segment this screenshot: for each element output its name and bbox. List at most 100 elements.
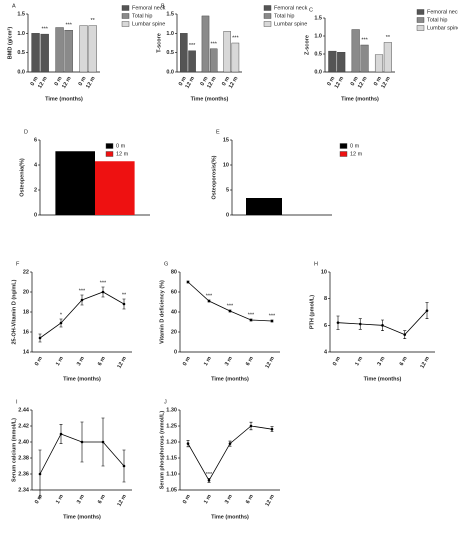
- point: [38, 472, 42, 476]
- legend-swatch: [263, 5, 272, 11]
- legend-label: Total hip: [132, 13, 153, 19]
- bar: [64, 30, 73, 73]
- x-tick-label: 6 m: [97, 494, 107, 505]
- y-tick-label: 0.5: [314, 51, 322, 57]
- y-tick-label: 1.0: [314, 33, 322, 39]
- bar: [246, 198, 282, 215]
- x-tick-label: 3 m: [76, 356, 86, 367]
- y-tick-label: 5: [226, 187, 229, 193]
- y-tick-label: 0: [226, 212, 229, 218]
- significance: **: [91, 18, 96, 24]
- significance: ***: [41, 27, 48, 33]
- y-axis-label: Osteopenia(%): [19, 158, 25, 197]
- bar: [180, 33, 188, 73]
- significance: ***: [206, 472, 213, 478]
- legend-swatch: [416, 17, 425, 23]
- point: [207, 299, 211, 303]
- y-tick-label: 10: [321, 269, 327, 275]
- x-tick-label: 0 m: [326, 76, 336, 87]
- bar: [95, 161, 135, 215]
- y-tick-label: 1.5: [166, 11, 174, 17]
- y-tick-label: 0.0: [166, 69, 174, 75]
- y-tick-label: 80: [171, 269, 177, 275]
- y-tick-label: 14: [23, 349, 30, 355]
- panel-label: F: [16, 261, 20, 267]
- legend-swatch: [105, 151, 114, 157]
- x-tick-label: 1 m: [55, 356, 65, 367]
- panel-label: C: [309, 7, 313, 13]
- bar: [55, 27, 64, 73]
- y-tick-label: 1.5: [17, 11, 25, 17]
- significance: ***: [189, 43, 196, 49]
- panel-label: H: [314, 261, 318, 267]
- x-axis-label: Time (months): [364, 376, 402, 382]
- x-tick-label: 0 m: [332, 356, 342, 367]
- y-tick-label: 1.5: [314, 15, 322, 21]
- point: [186, 280, 190, 284]
- point: [228, 309, 232, 313]
- legend-swatch: [339, 151, 348, 157]
- y-tick-label: 20: [23, 289, 29, 295]
- y-tick-label: 0: [34, 212, 37, 218]
- y-tick-label: 20: [171, 329, 177, 335]
- y-tick-label: 4: [324, 349, 328, 355]
- x-tick-label: 1 m: [203, 494, 213, 505]
- y-tick-label: 0.0: [314, 69, 322, 75]
- x-axis-label: Time (months): [211, 376, 249, 382]
- point: [101, 290, 105, 294]
- panel-label: G: [164, 261, 168, 267]
- x-tick-label: 0 m: [30, 76, 40, 87]
- point: [80, 440, 84, 444]
- x-tick-label: 12 m: [85, 76, 97, 90]
- point: [336, 321, 340, 324]
- point: [101, 440, 105, 444]
- legend-swatch: [263, 21, 272, 27]
- legend-swatch: [121, 21, 130, 27]
- y-tick-label: 10: [223, 162, 229, 168]
- x-tick-label: 0 m: [350, 76, 360, 87]
- significance: ***: [79, 288, 86, 294]
- legend-swatch: [121, 5, 130, 11]
- x-tick-label: 0 m: [221, 76, 231, 87]
- y-tick-label: 2: [34, 187, 37, 193]
- x-axis-label: Time (months): [45, 96, 83, 102]
- y-tick-label: 1.0: [17, 31, 25, 37]
- x-tick-label: 12 m: [206, 76, 218, 90]
- x-tick-label: 12 m: [117, 494, 129, 508]
- bar: [360, 44, 369, 73]
- y-tick-label: 2.42: [18, 423, 29, 429]
- x-tick-label: 1 m: [203, 356, 213, 367]
- x-tick-label: 3 m: [224, 494, 234, 505]
- x-tick-label: 12 m: [420, 356, 432, 370]
- y-tick-label: 2.44: [18, 407, 30, 413]
- point: [228, 442, 232, 445]
- bar: [188, 50, 196, 73]
- point: [249, 318, 253, 322]
- x-tick-label: 12 m: [334, 76, 346, 90]
- x-tick-label: 12 m: [265, 494, 277, 508]
- y-axis-label: Serum phosphorous (mmol/L): [159, 411, 165, 490]
- x-tick-label: 6 m: [245, 494, 255, 505]
- x-tick-label: 0 m: [78, 76, 88, 87]
- panel-label: D: [24, 129, 28, 135]
- bar: [328, 50, 337, 73]
- bar: [351, 29, 360, 73]
- bar: [223, 31, 231, 73]
- legend-label: 0 m: [116, 143, 126, 149]
- y-tick-label: 22: [23, 269, 29, 275]
- y-tick-label: 1.30: [166, 407, 177, 413]
- y-tick-label: 1.20: [166, 439, 177, 445]
- y-tick-label: 0.5: [17, 50, 25, 56]
- y-tick-label: 2.34: [18, 487, 30, 493]
- x-tick-label: 12 m: [357, 76, 369, 90]
- legend-swatch: [105, 143, 114, 149]
- y-tick-label: 1.15: [166, 455, 177, 461]
- bar: [209, 48, 218, 73]
- x-tick-label: 0 m: [373, 76, 383, 87]
- x-tick-label: 12 m: [380, 76, 392, 90]
- y-tick-label: 6: [34, 137, 37, 143]
- legend-label: Femoral neck: [274, 5, 308, 11]
- significance: ***: [211, 41, 218, 47]
- significance: **: [386, 35, 391, 41]
- panel-label: I: [16, 399, 18, 405]
